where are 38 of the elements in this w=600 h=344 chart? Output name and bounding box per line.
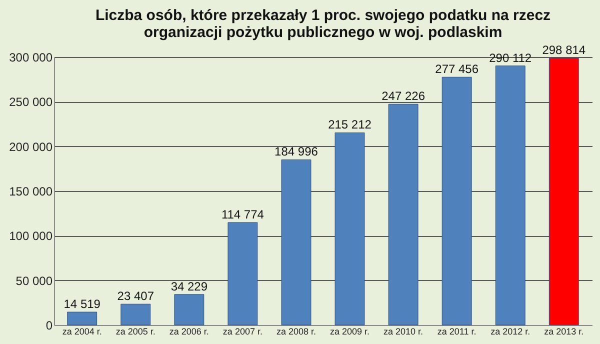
- bar: [120, 304, 151, 326]
- bar: [174, 294, 204, 326]
- y-tick-label: 0: [46, 318, 53, 332]
- data-label: 215 212: [328, 118, 372, 132]
- data-label: 184 996: [274, 144, 318, 159]
- y-tick-label: 100 000: [9, 229, 53, 244]
- bar: [228, 222, 258, 326]
- x-tick-label: za 2012 r.: [490, 326, 530, 336]
- text: Liczba osób, które przekazały 1 proc. swojego podatku na rzecz: [95, 7, 551, 24]
- bar: [388, 104, 418, 326]
- data-label: 247 226: [382, 89, 426, 104]
- bar: [334, 132, 365, 326]
- x-tick-label: za 2013 r.: [544, 326, 584, 336]
- x-tick-label: za 2009 r.: [330, 326, 370, 336]
- y-tick-label: 150 000: [9, 184, 53, 198]
- y-tick-label: 250 000: [9, 95, 53, 110]
- bar: [281, 159, 312, 326]
- x-tick-label: za 2011 r.: [437, 326, 476, 336]
- data-label: 34 229: [170, 279, 208, 294]
- text: organizacji pożytku publicznego w woj. podlaskim: [144, 24, 502, 42]
- data-label: 298 814: [542, 43, 586, 58]
- y-tick-label: 200 000: [9, 140, 53, 154]
- data-label: 114 774: [221, 207, 264, 222]
- bar: [548, 58, 579, 326]
- y-tick-label: 50 000: [16, 274, 53, 288]
- x-tick-label: za 2007 r.: [222, 326, 262, 336]
- x-tick-label: za 2010 r.: [384, 326, 424, 336]
- data-label: 14 519: [64, 297, 101, 312]
- x-tick-label: za 2005 r.: [116, 326, 156, 336]
- bar: [67, 312, 98, 326]
- y-tick-label: 300 000: [9, 50, 53, 64]
- data-label: 23 407: [117, 289, 154, 304]
- x-tick-label: za 2004 r.: [62, 326, 102, 336]
- x-tick-label: za 2008 r.: [276, 326, 316, 336]
- bar: [495, 66, 526, 326]
- bar: [442, 76, 472, 326]
- x-tick-label: za 2006 r.: [169, 326, 209, 336]
- data-label: 277 456: [435, 62, 479, 76]
